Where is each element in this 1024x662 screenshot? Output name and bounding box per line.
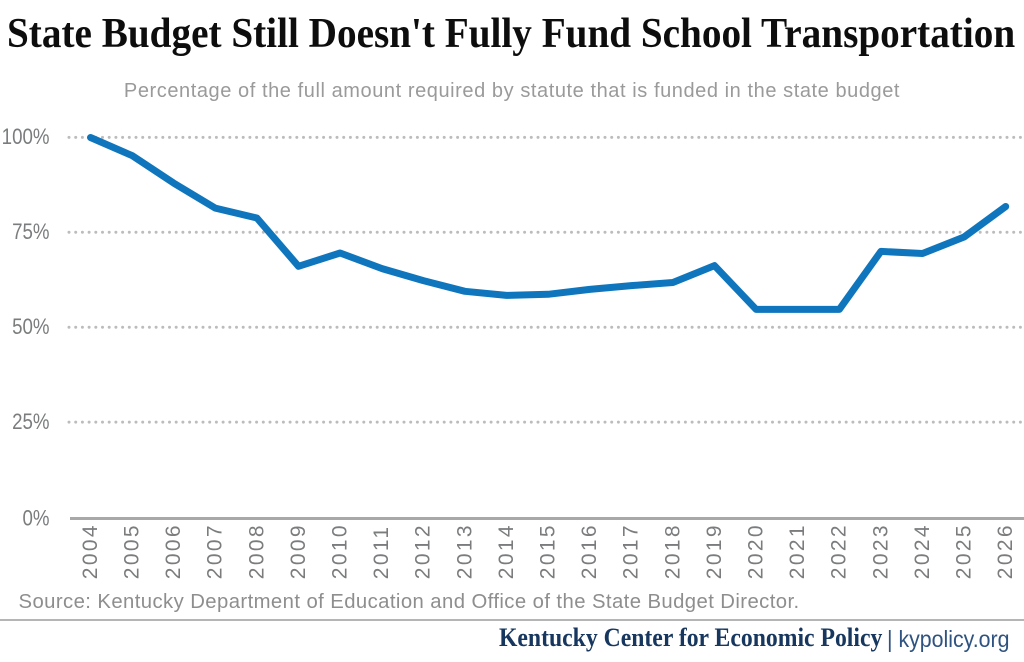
svg-text:2025: 2025	[953, 523, 976, 579]
svg-text:75%: 75%	[12, 221, 49, 245]
svg-text:2019: 2019	[703, 523, 726, 579]
svg-text:2014: 2014	[495, 523, 518, 579]
svg-text:2013: 2013	[453, 523, 476, 579]
svg-text:25%: 25%	[12, 411, 49, 435]
svg-text:2006: 2006	[162, 523, 185, 579]
svg-text:2023: 2023	[869, 523, 892, 579]
svg-text:2009: 2009	[287, 523, 310, 579]
svg-text:0%: 0%	[22, 507, 49, 531]
svg-text:2015: 2015	[537, 523, 560, 579]
svg-text:2012: 2012	[412, 523, 435, 579]
svg-text:2022: 2022	[828, 523, 851, 579]
svg-text:2007: 2007	[204, 523, 227, 579]
svg-text:2011: 2011	[370, 525, 393, 580]
svg-text:2010: 2010	[329, 523, 352, 579]
svg-text:2018: 2018	[661, 523, 684, 579]
svg-text:2020: 2020	[745, 523, 768, 579]
svg-text:2004: 2004	[79, 523, 102, 579]
svg-text:100%: 100%	[2, 126, 50, 150]
svg-text:2024: 2024	[911, 523, 934, 579]
svg-text:2005: 2005	[121, 523, 144, 579]
svg-text:2017: 2017	[620, 523, 643, 579]
svg-text:2021: 2021	[786, 523, 809, 579]
svg-text:2026: 2026	[994, 523, 1017, 579]
svg-text:2008: 2008	[245, 523, 268, 579]
svg-text:2016: 2016	[578, 523, 601, 579]
svg-text:50%: 50%	[12, 316, 49, 340]
